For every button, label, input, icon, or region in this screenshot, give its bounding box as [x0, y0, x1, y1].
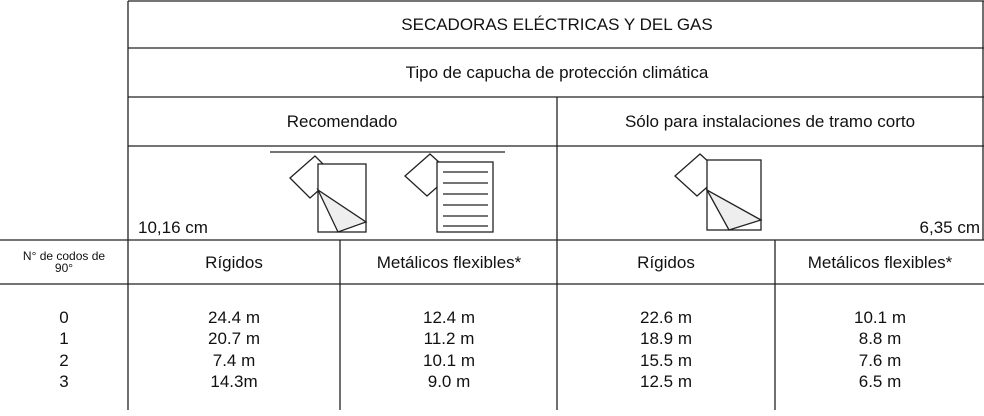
table-cell: 10.1 m	[423, 351, 475, 370]
table-cell: 6.5 m	[858, 372, 902, 391]
table-cell: 24.4 m	[208, 308, 260, 327]
pipe-size: 10,16 cm	[138, 218, 208, 237]
table-cell: 15.5 m	[640, 351, 692, 370]
table-cell: 7.6 m	[858, 351, 902, 370]
table-subtitle: Tipo de capucha de protección climática	[405, 63, 709, 82]
table-cell: 3	[59, 372, 69, 391]
hood-illustration	[270, 151, 763, 233]
column-header: Rígidos	[205, 253, 263, 272]
table-cell: 14.3m	[210, 372, 258, 391]
table-cell: 9.0 m	[427, 372, 471, 391]
column-header: Metálicos flexibles*	[807, 253, 953, 272]
table-cell: 22.6 m	[640, 308, 692, 327]
table-cell: 7.4 m	[212, 351, 256, 370]
group-label: Recomendado	[286, 112, 398, 131]
group-label: Sólo para instalaciones de tramo corto	[624, 112, 916, 131]
table-cell: 2	[59, 351, 69, 370]
table-cell: 0	[59, 308, 69, 327]
table-cell: 10.1 m	[854, 308, 906, 327]
column-header: Metálicos flexibles*	[376, 253, 522, 272]
table-cell: 18.9 m	[640, 329, 692, 348]
table-cell: 20.7 m	[208, 329, 260, 348]
table-cell: 11.2 m	[423, 329, 475, 348]
table-cell: 12.5 m	[640, 372, 692, 391]
table-cell: 1	[59, 329, 69, 348]
column-header: Rígidos	[637, 253, 695, 272]
table-cell: 12.4 m	[423, 308, 475, 327]
table-cell: 8.8 m	[858, 329, 902, 348]
pipe-size: 6,35 cm	[919, 218, 980, 237]
table-title: SECADORAS ELÉCTRICAS Y DEL GAS	[401, 15, 713, 34]
column-header: N° de codos de 90°	[22, 249, 106, 275]
